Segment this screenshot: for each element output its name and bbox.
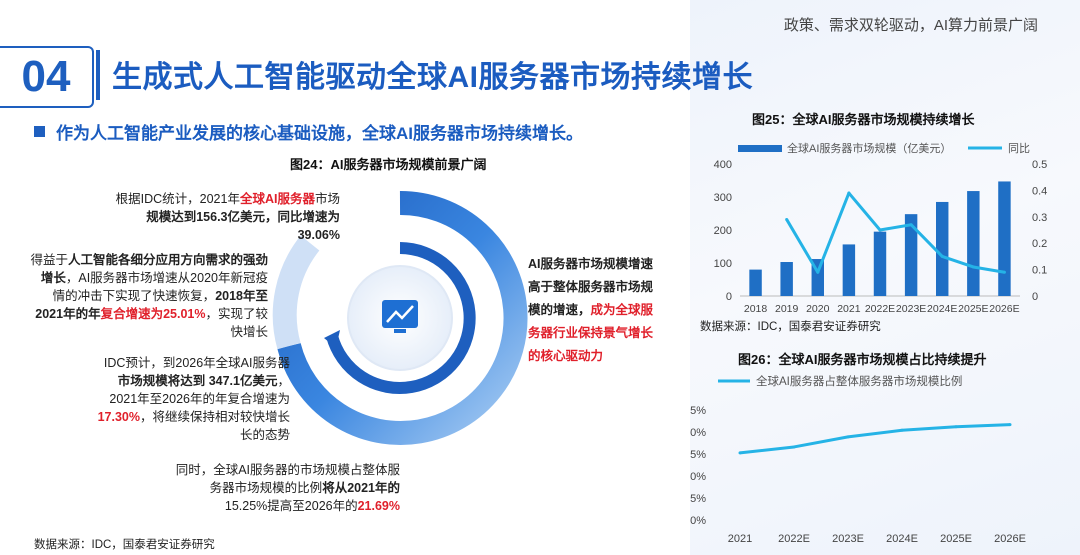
- line-point: [940, 254, 944, 258]
- x-tick-label: 2024E: [886, 533, 918, 545]
- x-tick-label: 2026E: [989, 303, 1019, 315]
- fig24-note-3: IDC预计，到2026年全球AI服务器 市场规模将达到 347.1亿美元， 20…: [97, 356, 290, 442]
- line-point: [738, 451, 742, 455]
- line-point: [785, 217, 789, 221]
- x-tick-label: 2021: [837, 303, 861, 315]
- fig24-note-1: 根据IDC统计，2021年全球AI服务器市场 规模达到156.3亿美元，同比增速…: [115, 192, 340, 242]
- line-point: [792, 445, 796, 449]
- y-tick-label: 10%: [690, 471, 706, 483]
- y-tick-label: 20%: [690, 427, 706, 439]
- bar: [967, 191, 980, 296]
- line-point: [971, 265, 975, 269]
- inner-arc-arrowhead: [324, 330, 340, 348]
- line-point: [1008, 423, 1012, 427]
- y-left-tick-label: 0: [726, 291, 732, 303]
- x-tick-label: 2023E: [896, 303, 926, 315]
- monitor-chart-icon: [382, 300, 418, 333]
- y-left-tick-label: 200: [714, 225, 732, 237]
- x-tick-label: 2026E: [994, 533, 1026, 545]
- y-left-tick-label: 300: [714, 192, 732, 204]
- section-title: 生成式人工智能驱动全球AI服务器市场持续增长: [112, 61, 753, 94]
- line-point: [878, 228, 882, 232]
- x-tick-label: 2021: [728, 533, 752, 545]
- y-right-tick-label: 0: [1032, 291, 1038, 303]
- fig24-note-4: 同时，全球AI服务器的市场规模占整体服 务器市场规模的比例将从2021年的 15…: [175, 463, 400, 513]
- bar: [904, 214, 918, 296]
- section-divider: [96, 50, 100, 100]
- series-line-share: [739, 423, 1011, 455]
- section-number: 04: [0, 46, 94, 108]
- y-tick-label: 0%: [690, 515, 706, 527]
- outer-arc: [277, 190, 528, 445]
- legend-swatch-bar: [738, 145, 782, 152]
- x-tick-label: 2024E: [927, 303, 957, 315]
- x-tick-label: 2023E: [832, 533, 864, 545]
- y-tick-label: 15%: [690, 449, 706, 461]
- bar: [842, 244, 856, 296]
- line-point: [816, 270, 820, 274]
- header-tagline: 政策、需求双轮驱动，AI算力前景广阔: [783, 17, 1038, 34]
- y-right-tick-label: 0.3: [1032, 212, 1047, 224]
- x-tick-label: 2018: [744, 303, 768, 315]
- legend-label-line: 同比: [1008, 142, 1030, 155]
- fig24-note-2: 得益于人工智能各细分应用方向需求的强劲 增长，AI服务器市场增速从2020年新冠…: [30, 253, 268, 339]
- y-right-tick-label: 0.5: [1032, 159, 1047, 171]
- line-point: [846, 435, 850, 439]
- inner-arc: [326, 242, 476, 394]
- page-subtitle: 作为人工智能产业发展的核心基础设施，全球AI服务器市场持续增长。: [56, 124, 583, 143]
- bullet-square-icon: [34, 126, 45, 137]
- bar: [873, 231, 887, 296]
- line-point: [909, 223, 913, 227]
- bar: [749, 269, 762, 296]
- ring-graphic: [272, 190, 528, 445]
- line-point: [954, 425, 958, 429]
- x-tick-label: 2025E: [958, 303, 988, 315]
- legend-label-line: 全球AI服务器占整体服务器市场规模比例: [756, 374, 962, 388]
- x-tick-label: 2022E: [778, 533, 810, 545]
- fig24-title: 图24：AI服务器市场规模前景广阔: [290, 157, 487, 172]
- bar: [780, 262, 793, 296]
- fig26-chart: 全球AI服务器占整体服务器市场规模比例 0% 5% 10% 15% 20% 25% 2021 2…: [690, 374, 1026, 545]
- bar: [936, 201, 949, 296]
- x-tick-label: 2019: [775, 303, 799, 315]
- fig26-title: 图26：全球AI服务器市场规模占比持续提升: [738, 352, 987, 367]
- fig24-note-5: AI服务器市场规模增速 高于整体服务器市场规 模的增速，成为全球服 务器行业保持…: [528, 257, 654, 363]
- y-right-tick-label: 0.4: [1032, 185, 1047, 197]
- x-tick-label: 2025E: [940, 533, 972, 545]
- y-tick-label: 5%: [690, 493, 706, 505]
- series-line-yoy: [785, 191, 1005, 274]
- fig25-source: 数据来源：IDC，国泰君安证券研究: [700, 321, 881, 333]
- y-left-tick-label: 100: [714, 258, 732, 270]
- fig24-source: 数据来源：IDC，国泰君安证券研究: [34, 539, 215, 551]
- y-right-tick-label: 0.2: [1032, 238, 1047, 250]
- fig25-chart: 全球AI服务器市场规模（亿美元） 同比 0 100 200 300 400 0 0.1 0.2 0.…: [714, 141, 1048, 315]
- y-left-tick-label: 400: [714, 159, 732, 171]
- line-point: [900, 428, 904, 432]
- y-right-tick-label: 0.1: [1032, 265, 1047, 277]
- legend-label-bar: 全球AI服务器市场规模（亿美元）: [787, 141, 951, 155]
- fig25-title: 图25：全球AI服务器市场规模持续增长: [752, 112, 975, 127]
- line-point: [1002, 270, 1006, 274]
- line-point: [847, 191, 851, 195]
- y-tick-label: 25%: [690, 405, 706, 417]
- x-tick-label: 2020: [806, 303, 830, 315]
- outer-arc-light: [272, 235, 320, 350]
- bar: [998, 181, 1011, 296]
- x-tick-label: 2022E: [865, 303, 895, 315]
